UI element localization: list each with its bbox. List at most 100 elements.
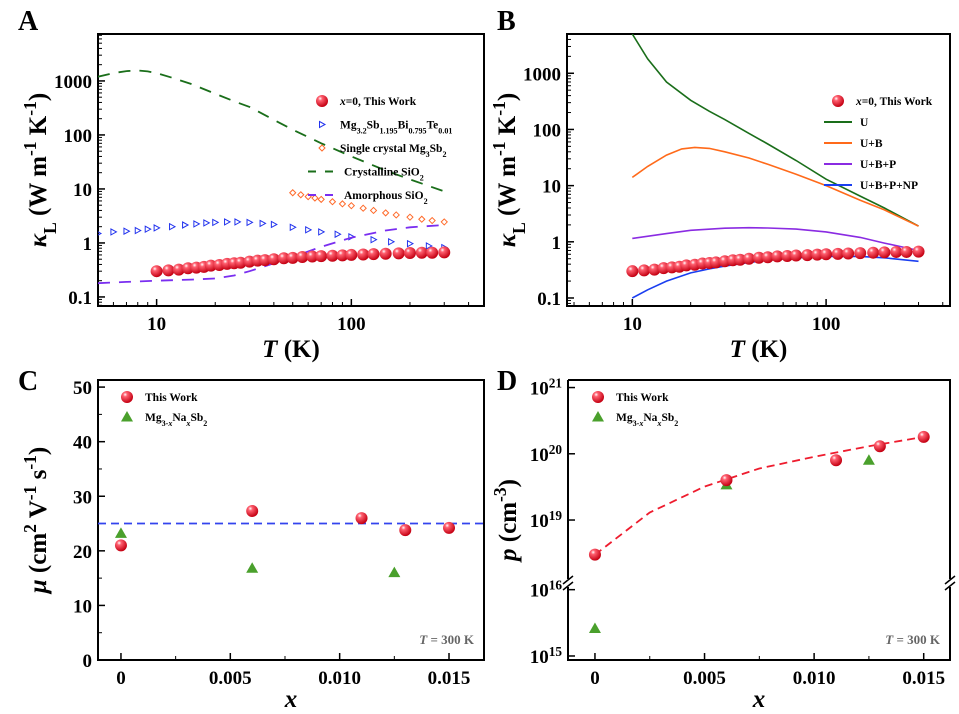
y-tick-label: 1021 [530,375,562,400]
series-line-fit-dash [594,436,924,556]
data-point [317,195,325,204]
data-point [831,247,844,260]
data-point [114,539,127,552]
data-point [626,265,639,278]
data-point [296,250,309,263]
data-point [114,527,127,538]
legend-label: x=0, This Work [855,96,933,108]
data-point [403,247,416,260]
x-tick-label: 100 [812,314,841,335]
data-point [771,250,784,263]
legend-label: U+B [860,138,883,150]
data-point [638,264,651,277]
x-tick-label: 100 [337,314,366,335]
data-point [406,213,414,221]
legend-label: Mg3-xNaxSb2 [145,412,207,428]
data-point [781,249,794,262]
data-point [720,474,733,487]
panel-letter: D [497,366,517,397]
legend-marker [832,95,844,107]
data-point [388,566,401,578]
legend-label: x=0, This Work [339,96,417,108]
data-point [338,200,347,208]
y-tick-label: 100 [64,126,93,147]
legend-entry: Single crystal Mg3Sb2 [318,143,446,159]
data-point [246,562,259,573]
x-tick-label: 10 [147,314,166,335]
data-point [588,622,601,633]
legend-entry: Mg3-xNaxSb2 [592,411,678,428]
temperature-annotation: T = 300 K [419,632,475,647]
y-tick-label: 10 [542,177,561,198]
legend-marker [318,144,326,152]
data-point [326,249,339,262]
data-point [873,440,886,453]
data-point [415,246,428,259]
legend-label: Single crystal Mg3Sb2 [340,143,446,159]
axis-break-mark [562,575,574,591]
plot-area [98,69,451,285]
data-point [182,221,190,229]
data-point [246,504,259,517]
panel-letter: A [18,6,39,37]
data-point [381,209,390,217]
series-line-u-b [631,146,919,227]
legend-entry: Mg3.2Sb1.195Bi0.795Te0.01 [319,120,452,136]
y-tick-label: 0.1 [68,288,92,309]
legend-entry: U+B [824,138,883,150]
data-point [306,250,319,263]
data-point [234,256,247,269]
data-point [277,252,290,265]
y-tick-label: 1 [83,234,93,255]
legend-label: Mg3-xNaxSb2 [616,412,678,428]
legend-entry: U [824,117,869,129]
y-tick-label: 1019 [530,508,563,533]
panel-letter: C [18,366,38,397]
x-tick-label: 0.005 [209,668,252,689]
y-tick-label: 1000 [54,72,92,93]
data-point [334,230,342,239]
data-point [123,227,131,236]
data-point [443,521,456,534]
y-tick-label: 0.1 [537,289,561,310]
legend-entry: x=0, This Work [316,95,417,108]
series-line-crystalline-sio-2- [98,69,445,193]
y-tick-label: 50 [73,378,92,399]
data-point [709,256,722,269]
y-tick-label: 1020 [530,441,563,466]
y-tick-label: 1 [552,233,562,254]
data-point [370,235,378,244]
data-point [110,228,118,236]
y-tick-label: 40 [73,433,92,454]
legend-label: This Work [616,392,669,404]
y-axis-label: κL (W m-1 K-1) [20,93,60,247]
x-tick-label: 0.010 [793,668,836,689]
plot-frame [97,33,485,307]
data-point [790,249,803,262]
plot-frame [566,33,951,307]
data-point [134,226,142,235]
data-point [328,198,337,206]
data-point [234,218,242,226]
y-tick-label: 100 [533,120,562,141]
legend-label: Mg3.2Sb1.195Bi0.795Te0.01 [340,120,452,136]
data-point [359,204,367,212]
data-point [258,254,271,267]
data-point [193,220,201,228]
data-point [392,247,405,260]
data-point [224,218,232,226]
legend-entry: x=0, This Work [832,95,933,108]
legend-label: U [860,117,869,129]
x-tick-label: 0 [590,668,600,689]
data-point [878,246,891,259]
data-point [315,250,328,263]
data-point [153,224,161,232]
data-point [347,201,356,210]
data-point [406,239,415,248]
data-point [867,246,880,259]
data-point [169,222,177,231]
x-tick-label: 0.010 [318,668,361,689]
y-tick-label: 30 [73,487,92,508]
data-point [742,252,755,265]
